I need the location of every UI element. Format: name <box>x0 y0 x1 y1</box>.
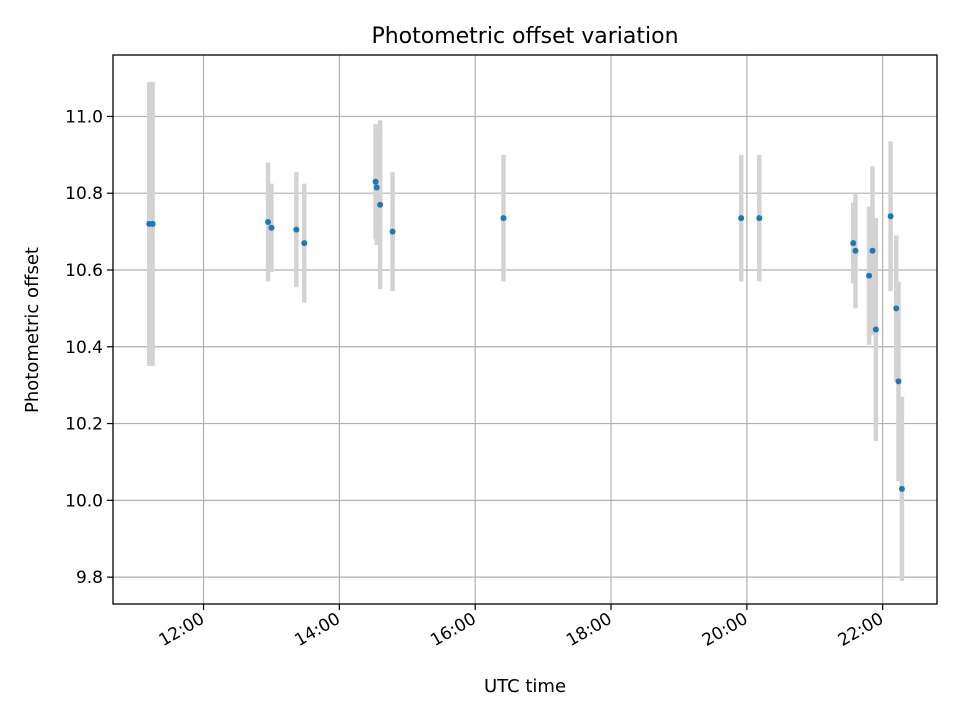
y-tick-label-0: 9.8 <box>76 568 103 588</box>
data-point-14 <box>852 247 859 254</box>
data-point-1 <box>149 220 156 227</box>
data-point-13 <box>850 240 857 247</box>
y-tick-label-2: 10.2 <box>65 415 103 435</box>
y-tick-label-3: 10.4 <box>65 338 103 358</box>
data-point-11 <box>738 215 745 222</box>
y-tick-label-4: 10.6 <box>65 261 103 281</box>
data-point-10 <box>500 215 507 222</box>
data-point-8 <box>377 201 384 208</box>
chart-title: Photometric offset variation <box>371 24 678 49</box>
grid <box>113 55 937 604</box>
data-point-17 <box>872 326 879 333</box>
data-point-3 <box>268 224 275 231</box>
y-tick-label-1: 10.0 <box>65 491 103 511</box>
y-tick-label-5: 10.8 <box>65 184 103 204</box>
data-points <box>146 178 905 492</box>
x-axis-label: UTC time <box>484 676 566 697</box>
y-axis-label: Photometric offset <box>22 247 43 413</box>
data-point-18 <box>887 213 894 220</box>
data-point-7 <box>373 184 380 191</box>
data-point-12 <box>756 215 763 222</box>
data-point-2 <box>265 219 272 226</box>
plot-frame <box>112 54 938 605</box>
data-point-5 <box>301 240 308 247</box>
data-point-20 <box>895 378 902 385</box>
data-point-6 <box>372 178 379 185</box>
data-point-19 <box>893 305 900 312</box>
y-tick-label-6: 11.0 <box>65 107 103 127</box>
data-point-9 <box>389 228 396 235</box>
data-point-16 <box>869 247 876 254</box>
data-point-4 <box>293 226 300 233</box>
data-point-21 <box>898 485 905 492</box>
data-point-15 <box>866 272 873 279</box>
